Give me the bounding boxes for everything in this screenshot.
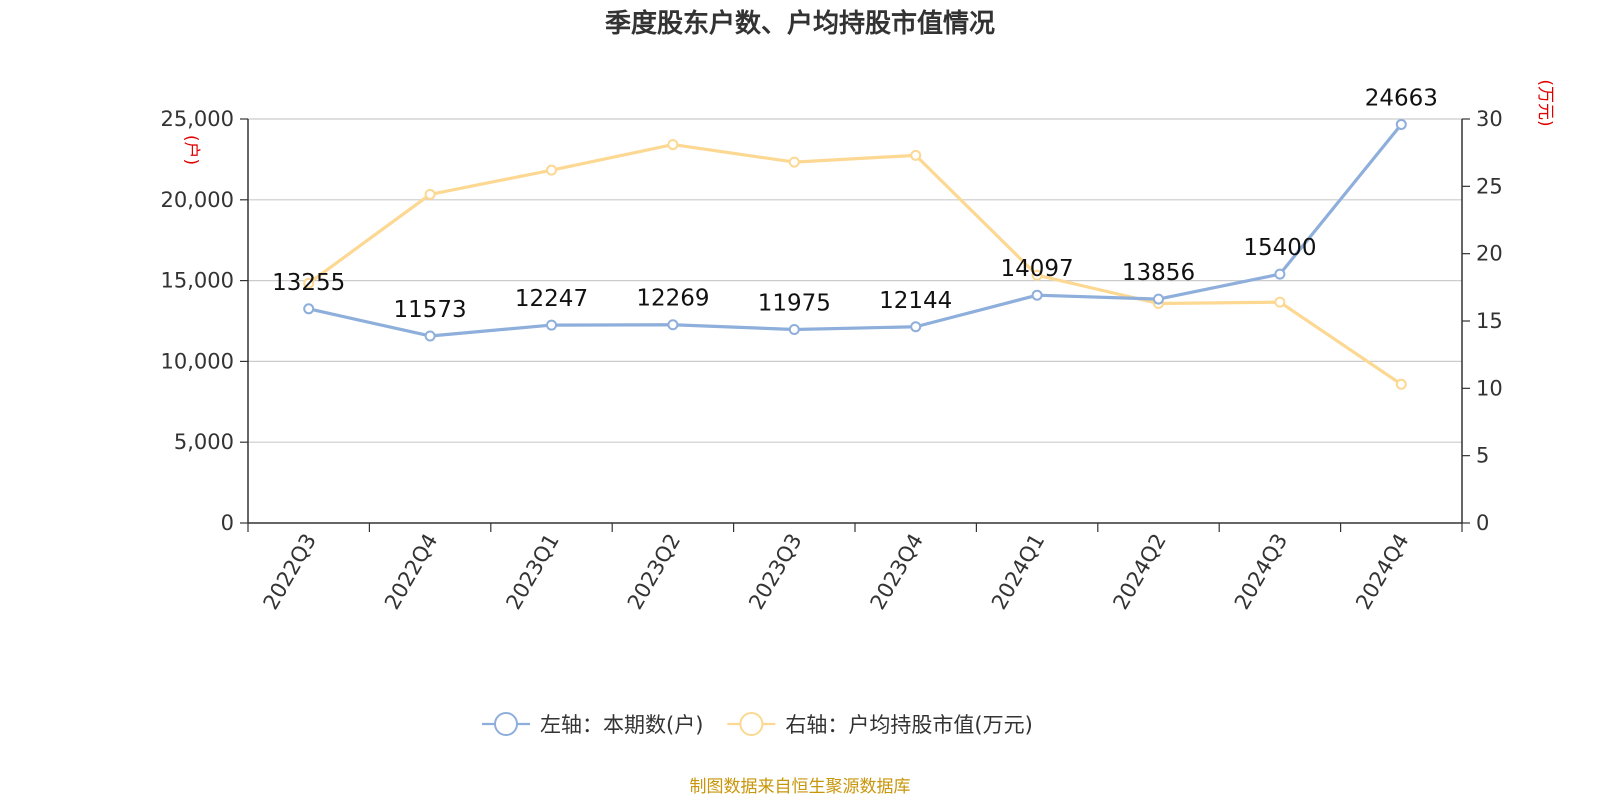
x-tick-label: 2023Q1 [501, 530, 563, 614]
holders-data-label: 12247 [515, 286, 588, 312]
x-tick-label: 2022Q4 [380, 530, 442, 614]
data-labels: 13255 11573 12247 12269 11975 12144 14097 13856… [272, 85, 1438, 323]
holders-data-label: 14097 [1001, 256, 1074, 282]
legend-label: 右轴：户均持股市值(万元) [785, 713, 1032, 737]
left-axis-unit: (户) [181, 135, 201, 165]
avg-value-point [303, 277, 315, 289]
left-tick-label: 10,000 [161, 349, 234, 373]
holders-point [1274, 268, 1286, 280]
x-tick-label: 2024Q2 [1108, 530, 1170, 614]
legend: 左轴：本期数(户) 右轴：户均持股市值(万元) [482, 712, 1033, 737]
holders-data-label: 15400 [1243, 235, 1316, 261]
holders-point [667, 319, 679, 331]
holders-point [546, 319, 557, 331]
avg-value-point [1031, 269, 1043, 281]
source-note: 制图数据来自恒生聚源数据库 [690, 777, 911, 797]
legend-label: 左轴：本期数(户) [540, 713, 703, 737]
x-tick-label: 2024Q3 [1230, 530, 1292, 614]
holders-point [1153, 293, 1164, 305]
grid-lines [248, 118, 1462, 443]
holders-data-label: 12144 [879, 288, 952, 314]
avg-value-point [1274, 296, 1286, 308]
x-tick-label: 2024Q4 [1351, 530, 1413, 614]
left-tick-label: 15,000 [161, 269, 234, 293]
holders-point [910, 321, 922, 333]
x-tick-label: 2024Q1 [987, 530, 1049, 614]
avg-value-line [307, 142, 1403, 386]
x-tick-label: 2022Q3 [259, 530, 321, 614]
left-tick-label: 0 [221, 511, 234, 535]
holders-data-label: 13255 [272, 270, 345, 296]
legend-marker [739, 712, 764, 736]
avg-value-point [788, 156, 800, 168]
chart-title: 季度股东户数、户均持股市值情况 [605, 8, 995, 39]
right-tick-label: 0 [1476, 511, 1489, 535]
holders-data-label: 11573 [394, 297, 467, 323]
avg-value-point [546, 164, 557, 176]
holders-point [1395, 118, 1407, 130]
holders-data-label: 11975 [758, 290, 831, 316]
x-tick-label: 2023Q3 [744, 530, 806, 614]
x-tick-label: 2023Q2 [623, 530, 685, 614]
holders-point [424, 330, 436, 342]
avg-value-point [424, 188, 436, 200]
right-axis-unit: (万元) [1535, 79, 1555, 126]
avg-value-point [1395, 378, 1407, 390]
right-tick-label: 25 [1476, 174, 1503, 198]
axes: 0 5,000 10,000 15,000 20,000 25,000 0 5 10 15 20 25… [161, 107, 1503, 614]
left-tick-label: 5,000 [174, 430, 234, 454]
avg-value-point [667, 139, 679, 151]
holders-point [788, 323, 800, 335]
right-tick-label: 30 [1476, 107, 1503, 131]
holders-data-label: 24663 [1365, 85, 1438, 111]
holders-data-label: 13856 [1122, 260, 1195, 286]
holders-point [303, 303, 315, 315]
left-tick-label: 25,000 [161, 107, 234, 131]
left-tick-label: 20,000 [161, 188, 234, 212]
holders-data-label: 12269 [636, 286, 709, 312]
right-tick-label: 15 [1476, 309, 1503, 333]
right-tick-label: 10 [1476, 376, 1503, 400]
series-group [303, 118, 1407, 390]
holders-line [308, 123, 1403, 338]
right-tick-label: 5 [1476, 444, 1489, 468]
right-tick-label: 20 [1476, 242, 1503, 266]
x-tick-label: 2023Q4 [866, 530, 928, 614]
holders-point [1031, 289, 1043, 301]
avg-value-point [910, 149, 922, 161]
legend-marker [494, 712, 518, 736]
